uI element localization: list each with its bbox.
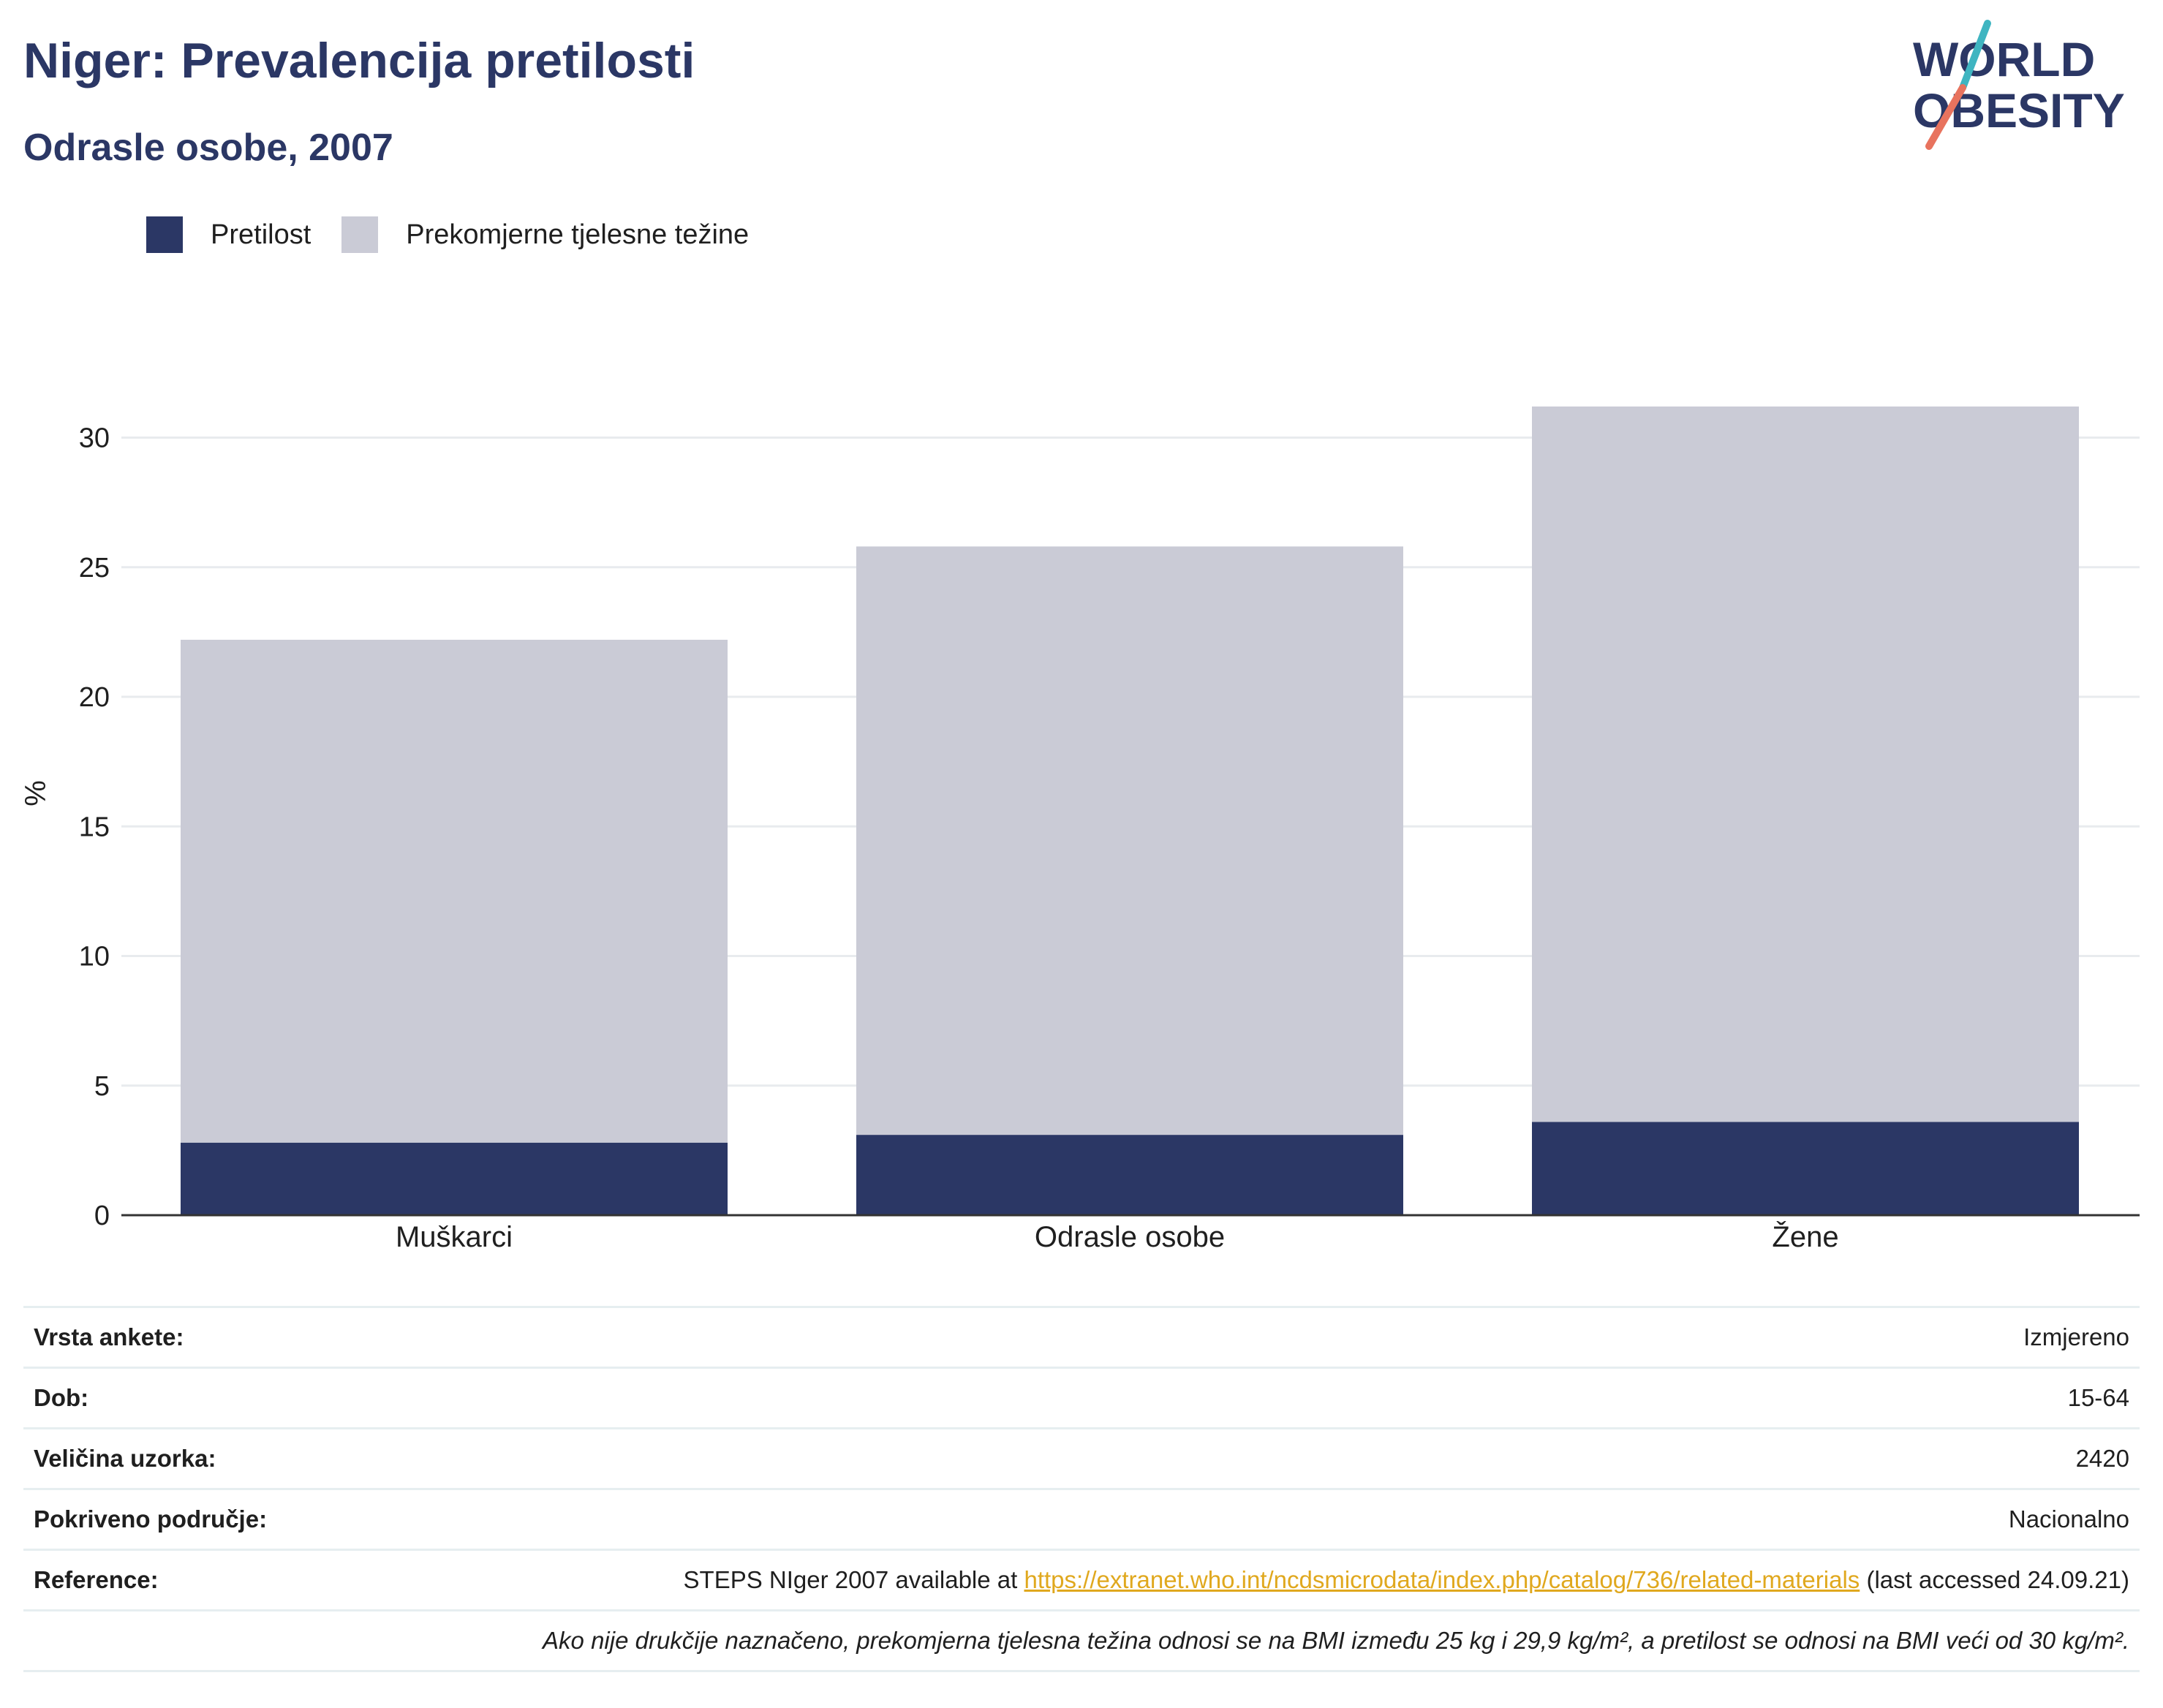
- info-row-reference: Reference: STEPS NIger 2007 available at…: [23, 1551, 2140, 1611]
- chart-title: Niger: Prevalencija pretilosti: [23, 33, 695, 88]
- bar-overweight: [181, 640, 728, 1143]
- reference-text: STEPS NIger 2007 available at https://ex…: [684, 1566, 2129, 1594]
- info-value: Izmjereno: [2023, 1323, 2129, 1350]
- x-tick-label: Žene: [1772, 1220, 1838, 1253]
- y-tick-label: 0: [94, 1201, 110, 1231]
- y-tick-label: 20: [79, 682, 110, 713]
- logo-slash-coral: [1925, 84, 1966, 150]
- y-tick-label: 30: [79, 423, 110, 454]
- reference-suffix: (last accessed 24.09.21): [1860, 1566, 2129, 1593]
- info-value: 15-64: [2067, 1384, 2129, 1411]
- info-value: Nacionalno: [2008, 1505, 2129, 1533]
- info-row-survey-type: Vrsta ankete: Izmjereno: [23, 1308, 2140, 1369]
- bar-obesity: [856, 1135, 1403, 1215]
- y-tick-label: 10: [79, 942, 110, 972]
- legend-label-obesity: Pretilost: [211, 219, 312, 250]
- survey-info-table: Vrsta ankete: Izmjereno Dob: 15-64 Velič…: [23, 1306, 2140, 1672]
- info-label: Pokriveno područje:: [34, 1505, 268, 1533]
- definition-note: Ako nije drukčije naznačeno, prekomjerna…: [23, 1611, 2140, 1672]
- info-row-coverage: Pokriveno područje: Nacionalno: [23, 1490, 2140, 1551]
- bar-obesity: [1532, 1122, 2079, 1215]
- chart-subtitle: Odrasle osobe, 2007: [23, 126, 393, 169]
- logo-slash-teal: [1959, 20, 1991, 91]
- y-tick-label: 15: [79, 812, 110, 842]
- logo-line1: WORLD: [1913, 32, 2095, 86]
- legend-swatch-overweight: [341, 216, 379, 253]
- x-tick-label: Odrasle osobe: [1035, 1221, 1225, 1253]
- info-label: Reference:: [34, 1566, 159, 1593]
- y-axis-label: %: [20, 780, 52, 806]
- legend-item-overweight: Prekomjerne tjelesne težine: [341, 216, 749, 253]
- chart-legend: Pretilost Prekomjerne tjelesne težine: [146, 216, 779, 253]
- info-row-age: Dob: 15-64: [23, 1369, 2140, 1429]
- info-label: Veličina uzorka:: [34, 1445, 216, 1472]
- legend-label-overweight: Prekomjerne tjelesne težine: [406, 219, 750, 250]
- info-label: Dob:: [34, 1384, 89, 1411]
- reference-prefix: STEPS NIger 2007 available at: [683, 1566, 1024, 1593]
- reference-link[interactable]: https://extranet.who.int/ncdsmicrodata/i…: [1024, 1566, 1860, 1593]
- legend-item-obesity: Pretilost: [146, 216, 311, 253]
- info-value: 2420: [2075, 1445, 2129, 1472]
- bar-obesity: [181, 1142, 728, 1215]
- x-tick-label: Muškarci: [396, 1221, 513, 1253]
- y-tick-label: 5: [94, 1071, 110, 1102]
- info-row-sample-size: Veličina uzorka: 2420: [23, 1429, 2140, 1490]
- world-obesity-logo: WORLD OBESITY: [1913, 20, 2125, 150]
- bar-overweight: [1532, 406, 2079, 1122]
- bar-overweight: [856, 546, 1403, 1135]
- info-label: Vrsta ankete:: [34, 1323, 184, 1350]
- y-tick-label: 25: [79, 553, 110, 583]
- legend-swatch-obesity: [146, 216, 183, 253]
- bar-chart: 0 5 10 15 20 25 30% Muškarci Odrasle osobe Žene: [20, 406, 2140, 1253]
